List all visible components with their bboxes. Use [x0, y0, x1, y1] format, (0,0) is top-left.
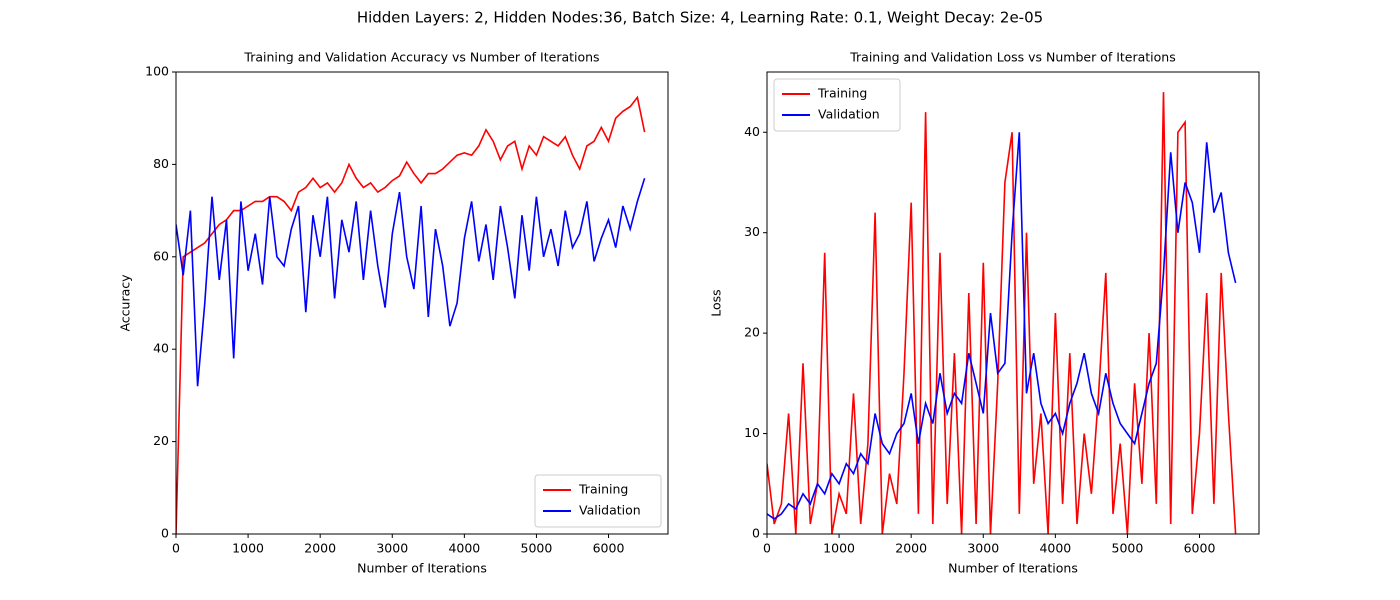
y-tick-label: 20 [744, 325, 760, 340]
x-tick-label: 0 [172, 541, 180, 556]
x-axis-label: Number of Iterations [948, 561, 1078, 576]
x-tick-label: 1000 [823, 541, 855, 556]
x-axis-label: Number of Iterations [357, 561, 487, 576]
y-tick-label: 0 [161, 526, 169, 541]
x-tick-label: 4000 [1039, 541, 1071, 556]
figure-title: Hidden Layers: 2, Hidden Nodes:36, Batch… [357, 9, 1043, 27]
legend: Training Validation [534, 474, 662, 528]
x-tick-label: 2000 [304, 541, 336, 556]
legend-label: Validation [818, 107, 880, 122]
legend-label: Validation [579, 503, 641, 518]
y-tick-label: 30 [744, 224, 760, 239]
y-axis-label: Accuracy [118, 274, 133, 332]
x-tick-label: 1000 [232, 541, 264, 556]
series-line [176, 178, 646, 387]
chart-title: Training and Validation Accuracy vs Numb… [243, 50, 599, 65]
x-tick-label: 5000 [521, 541, 553, 556]
y-tick-label: 10 [744, 425, 760, 440]
legend-box [773, 78, 901, 132]
y-tick-label: 40 [744, 124, 760, 139]
x-tick-label: 5000 [1112, 541, 1144, 556]
y-axis-label: Loss [709, 289, 724, 316]
axes-frame [175, 71, 669, 535]
series-line [767, 132, 1237, 520]
x-tick-label: 6000 [1184, 541, 1216, 556]
legend-label: Training [817, 86, 867, 101]
y-tick-label: 20 [153, 433, 169, 448]
series-line [767, 92, 1237, 534]
legend: Training Validation [773, 78, 901, 132]
y-tick-label: 100 [145, 64, 169, 79]
x-tick-label: 6000 [593, 541, 625, 556]
y-tick-label: 80 [153, 156, 169, 171]
x-tick-label: 0 [763, 541, 771, 556]
y-tick-label: 0 [752, 526, 760, 541]
x-tick-label: 3000 [967, 541, 999, 556]
axes-frame [766, 71, 1260, 535]
y-tick-label: 60 [153, 248, 169, 263]
x-tick-label: 3000 [376, 541, 408, 556]
chart-title: Training and Validation Loss vs Number o… [849, 50, 1176, 65]
legend-label: Training [578, 482, 628, 497]
legend-box [534, 474, 662, 528]
x-tick-label: 4000 [448, 541, 480, 556]
y-tick-label: 40 [153, 341, 169, 356]
x-tick-label: 2000 [895, 541, 927, 556]
series-line [176, 95, 646, 534]
